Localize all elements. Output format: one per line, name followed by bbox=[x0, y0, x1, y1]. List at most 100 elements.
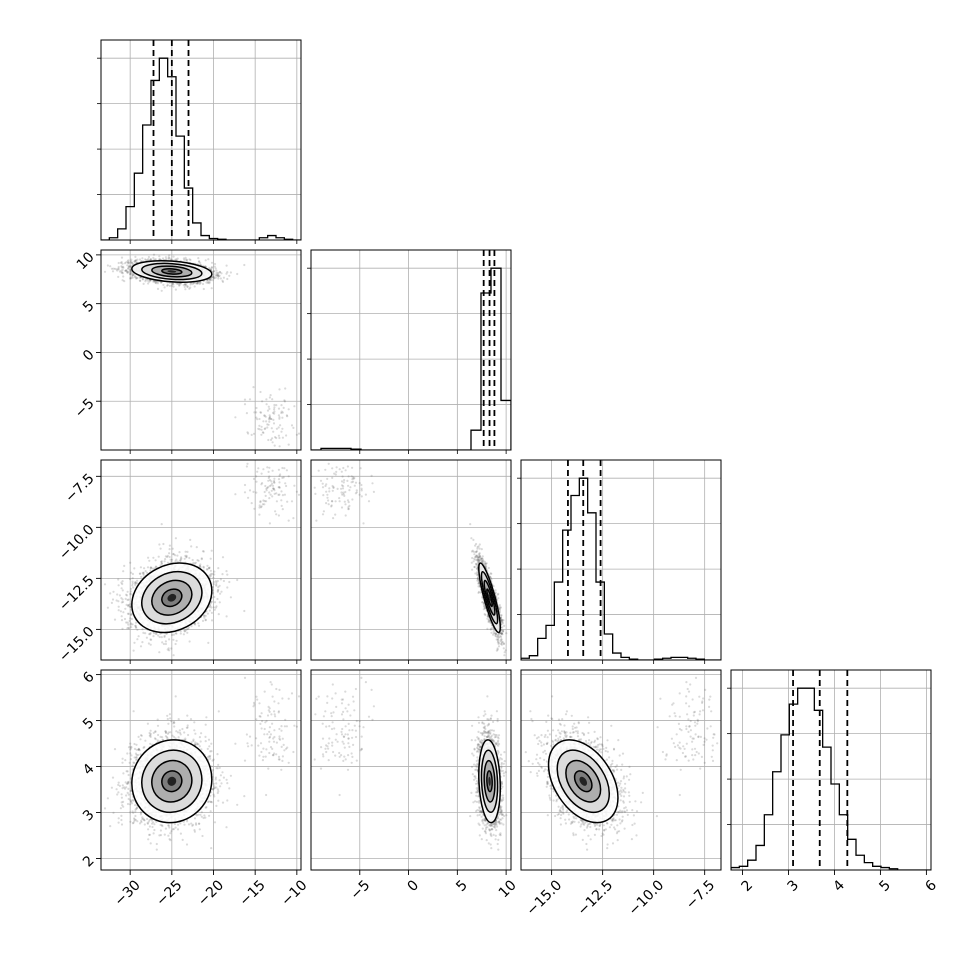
sample-point bbox=[117, 265, 120, 269]
sample-point bbox=[184, 283, 187, 286]
sample-point bbox=[130, 277, 133, 280]
sample-point bbox=[120, 587, 123, 590]
sample-point bbox=[264, 427, 267, 430]
sample-point bbox=[158, 258, 161, 261]
sample-point bbox=[168, 257, 171, 260]
sample-point bbox=[282, 406, 285, 409]
sample-point bbox=[172, 553, 175, 556]
sample-point bbox=[260, 433, 263, 436]
sample-point bbox=[128, 265, 131, 268]
sample-point bbox=[123, 564, 126, 568]
sample-point bbox=[270, 427, 273, 430]
sample-point bbox=[129, 593, 132, 596]
sample-point bbox=[283, 400, 286, 403]
sample-point bbox=[218, 601, 221, 604]
sample-point bbox=[193, 622, 196, 625]
sample-point bbox=[172, 255, 175, 258]
sample-point bbox=[213, 265, 216, 268]
sample-point bbox=[193, 562, 196, 565]
histogram-step-line bbox=[311, 267, 511, 450]
sample-point bbox=[207, 280, 210, 283]
sample-point bbox=[157, 634, 160, 637]
sample-point bbox=[196, 281, 199, 284]
sample-point bbox=[160, 560, 163, 563]
sample-point bbox=[119, 610, 122, 613]
sample-point bbox=[246, 431, 249, 434]
sample-point bbox=[149, 258, 152, 261]
sample-point bbox=[130, 623, 133, 626]
sample-point bbox=[174, 632, 177, 635]
sample-point bbox=[179, 558, 182, 561]
sample-point bbox=[210, 574, 213, 577]
sample-point bbox=[183, 285, 186, 288]
sample-point bbox=[127, 267, 130, 270]
sample-point bbox=[214, 267, 217, 270]
sample-point bbox=[123, 617, 127, 621]
sample-point bbox=[210, 287, 213, 290]
sample-point bbox=[268, 416, 271, 419]
sample-point bbox=[156, 287, 160, 290]
sample-point bbox=[134, 581, 137, 584]
sample-point bbox=[131, 572, 134, 576]
sample-point bbox=[221, 573, 224, 576]
sample-point bbox=[253, 411, 256, 414]
sample-point bbox=[127, 605, 130, 608]
sample-point bbox=[186, 285, 189, 288]
sample-point bbox=[213, 270, 216, 273]
sample-point bbox=[179, 630, 182, 633]
sample-point bbox=[135, 259, 138, 262]
sample-point bbox=[129, 270, 133, 273]
sample-point bbox=[129, 605, 132, 609]
sample-point bbox=[117, 600, 120, 603]
sample-point bbox=[168, 555, 171, 559]
sample-point bbox=[219, 271, 222, 274]
sample-point bbox=[202, 287, 205, 291]
sample-point bbox=[172, 285, 175, 288]
sample-point bbox=[212, 606, 215, 609]
sample-point bbox=[196, 282, 199, 285]
sample-point bbox=[218, 274, 221, 277]
sample-point bbox=[122, 611, 125, 614]
sample-point bbox=[266, 423, 269, 426]
sample-point bbox=[236, 272, 239, 276]
sample-point bbox=[176, 554, 179, 557]
sample-point bbox=[129, 622, 132, 625]
sample-point bbox=[160, 289, 163, 292]
sample-point bbox=[155, 565, 158, 569]
sample-point bbox=[210, 606, 213, 609]
sample-point bbox=[126, 598, 129, 602]
sample-point bbox=[273, 403, 276, 407]
sample-point bbox=[268, 414, 271, 417]
sample-point bbox=[187, 626, 190, 629]
sample-point bbox=[243, 609, 246, 613]
sample-point bbox=[188, 640, 191, 643]
sample-point bbox=[184, 554, 187, 558]
sample-point bbox=[144, 280, 147, 283]
sample-point bbox=[208, 573, 211, 577]
sample-point bbox=[130, 258, 133, 261]
histogram-bar bbox=[118, 229, 126, 240]
sample-point bbox=[263, 414, 266, 417]
sample-point bbox=[129, 561, 132, 564]
sample-point bbox=[131, 580, 134, 583]
sample-point bbox=[169, 558, 172, 561]
sample-point bbox=[182, 257, 185, 260]
sample-point bbox=[212, 576, 215, 579]
sample-point bbox=[127, 259, 130, 262]
sample-point bbox=[281, 436, 284, 439]
sample-point bbox=[127, 603, 130, 607]
sample-point bbox=[271, 398, 274, 401]
sample-point bbox=[158, 255, 161, 258]
sample-point bbox=[129, 578, 132, 581]
sample-point bbox=[220, 272, 223, 275]
sample-point bbox=[121, 279, 124, 282]
sample-point bbox=[209, 267, 212, 271]
sample-point bbox=[127, 612, 130, 616]
sample-point bbox=[121, 582, 124, 586]
sample-point bbox=[160, 562, 163, 565]
sample-point bbox=[217, 588, 220, 592]
sample-point bbox=[218, 584, 221, 587]
sample-point bbox=[162, 642, 165, 646]
sample-point bbox=[129, 273, 132, 276]
sample-point bbox=[172, 633, 175, 636]
